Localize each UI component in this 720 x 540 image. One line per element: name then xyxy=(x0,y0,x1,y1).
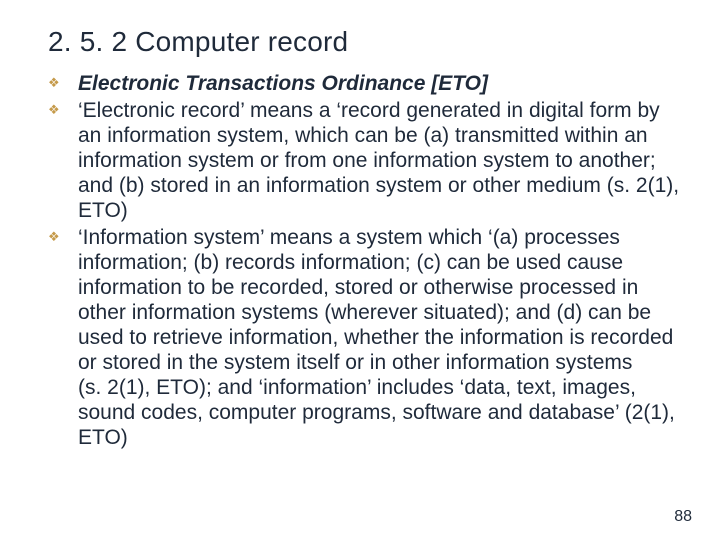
bullet-text: ‘Electronic record’ means a ‘record gene… xyxy=(78,99,679,222)
list-item: ❖ ‘Information system’ means a system wh… xyxy=(48,226,684,451)
page-number: 88 xyxy=(674,508,692,526)
list-item: ❖ Electronic Transactions Ordinance [ETO… xyxy=(48,72,684,97)
diamond-bullet-icon: ❖ xyxy=(48,102,60,117)
diamond-bullet-icon: ❖ xyxy=(48,229,60,244)
diamond-bullet-icon: ❖ xyxy=(48,75,60,90)
bullet-list: ❖ Electronic Transactions Ordinance [ETO… xyxy=(48,72,684,451)
slide: 2. 5. 2 Computer record ❖ Electronic Tra… xyxy=(0,0,720,540)
bullet-text: ‘Information system’ means a system whic… xyxy=(78,226,675,449)
list-item: ❖ ‘Electronic record’ means a ‘record ge… xyxy=(48,99,684,224)
slide-title: 2. 5. 2 Computer record xyxy=(48,26,684,58)
bullet-bold-text: Electronic Transactions Ordinance [ETO] xyxy=(78,72,488,95)
